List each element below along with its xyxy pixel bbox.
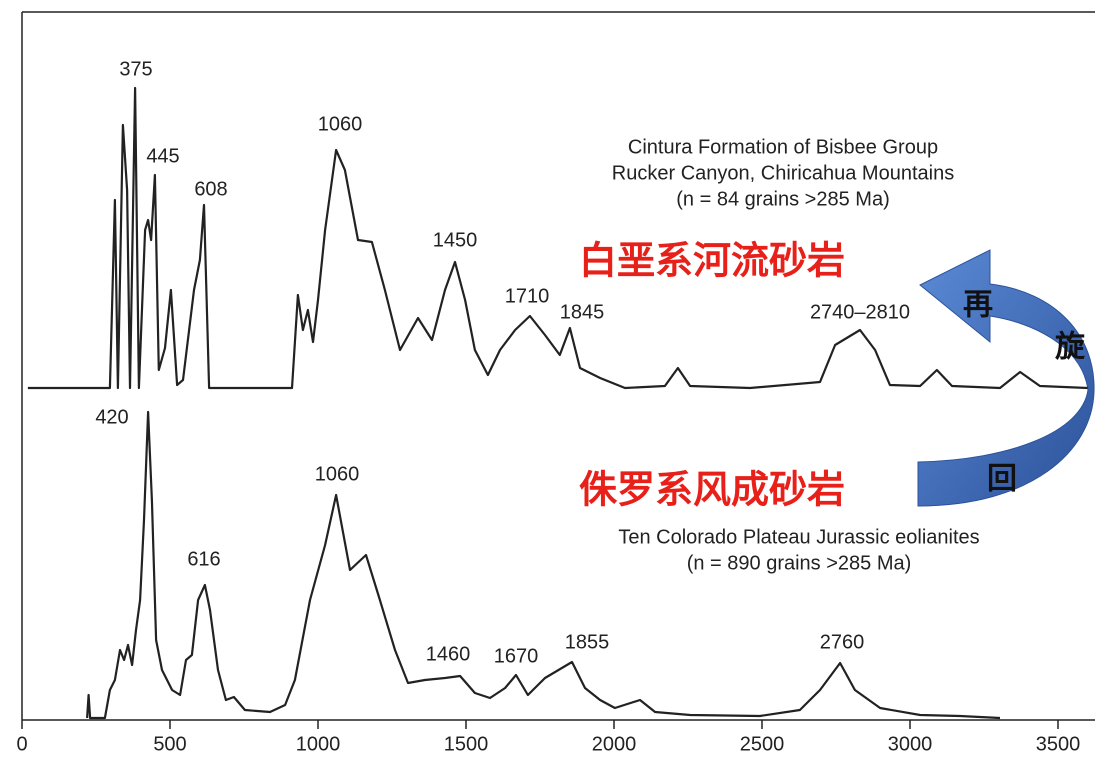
peak-label: 2760 bbox=[820, 631, 865, 653]
x-tick-label: 1500 bbox=[444, 733, 489, 755]
peak-label: 1845 bbox=[560, 301, 605, 323]
arrow-text: 旋 bbox=[1055, 330, 1085, 365]
peak-label: 1460 bbox=[426, 643, 471, 665]
x-tick-label: 0 bbox=[16, 733, 27, 755]
x-tick-label: 500 bbox=[153, 733, 186, 755]
sample-description: (n = 84 grains >285 Ma) bbox=[676, 188, 889, 210]
peak-label: 1060 bbox=[318, 113, 363, 135]
x-tick-label: 3500 bbox=[1036, 733, 1081, 755]
peak-label: 1855 bbox=[565, 631, 610, 653]
peak-label: 1060 bbox=[315, 463, 360, 485]
peak-label: 1670 bbox=[494, 645, 539, 667]
sample-description: Cintura Formation of Bisbee Group bbox=[628, 136, 938, 158]
arrow-text: 回 bbox=[987, 462, 1017, 497]
peak-label: 608 bbox=[194, 178, 227, 200]
sample-description: (n = 890 grains >285 Ma) bbox=[687, 552, 912, 574]
chinese-label: 侏罗系风成砂岩 bbox=[579, 468, 845, 512]
peak-label: 445 bbox=[146, 145, 179, 167]
x-tick-label: 2000 bbox=[592, 733, 637, 755]
peak-label: 616 bbox=[187, 548, 220, 570]
x-tick-label: 1000 bbox=[296, 733, 341, 755]
peak-label: 1450 bbox=[433, 229, 478, 251]
rotation-arrow bbox=[917, 249, 1095, 507]
peak-label: 2740–2810 bbox=[810, 301, 910, 323]
peak-label: 420 bbox=[95, 406, 128, 428]
sample-description: Rucker Canyon, Chiricahua Mountains bbox=[612, 162, 954, 184]
sample-description: Ten Colorado Plateau Jurassic eolianites bbox=[618, 526, 979, 548]
arrow-text: 再 bbox=[963, 288, 993, 323]
x-tick-label: 2500 bbox=[740, 733, 785, 755]
peak-label: 375 bbox=[119, 58, 152, 80]
x-tick-label: 3000 bbox=[888, 733, 933, 755]
peak-label: 1710 bbox=[505, 285, 550, 307]
density-curve bbox=[86, 410, 1001, 720]
chinese-label: 白垩系河流砂岩 bbox=[579, 239, 845, 283]
density-curve bbox=[27, 86, 1088, 390]
